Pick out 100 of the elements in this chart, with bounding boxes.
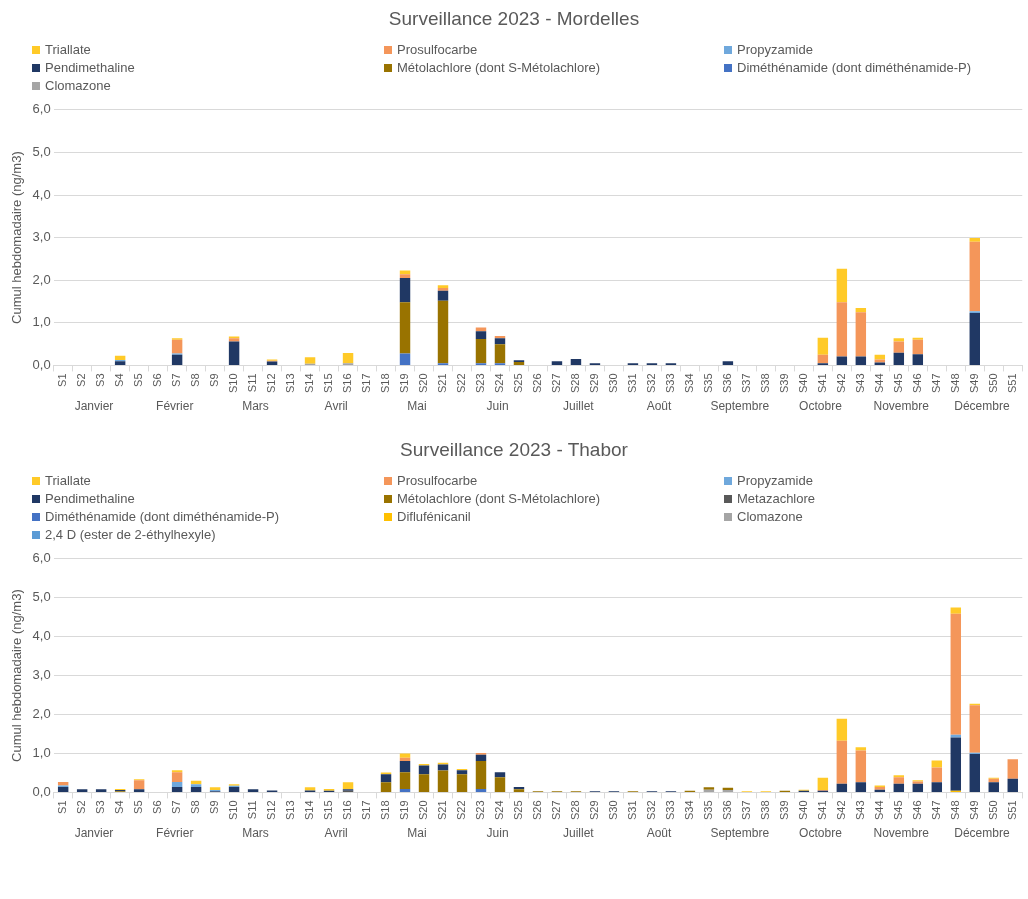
text: Janvier [74, 826, 114, 841]
x-tick-label: S18 [379, 800, 392, 821]
x-tick-label: S24 [493, 800, 506, 821]
x-tick-label: S3 [94, 373, 107, 387]
x-tick-label: S28 [568, 800, 581, 821]
x-tick-label: S25 [512, 800, 524, 821]
x-tick-label: S6 [151, 800, 164, 814]
x-tick-label: S43 [853, 373, 866, 394]
x-tick-label: S33 [663, 800, 676, 821]
legend-label: 2,4 D (ester de 2-éthylhexyle) [45, 527, 216, 542]
x-tick-label: S22 [455, 373, 468, 394]
x-tick-label: S18 [379, 373, 392, 394]
x-tick-label: S6 [151, 373, 164, 387]
text: Avril [324, 399, 348, 414]
x-tick-label: S48 [948, 800, 961, 821]
x-tick-label: S29 [587, 800, 600, 821]
x-tick-label: S44 [872, 800, 885, 821]
text: Décembre [954, 399, 1010, 414]
x-tick-label: S12 [265, 373, 278, 394]
x-tick-label: S13 [284, 373, 297, 394]
x-tick-label: S32 [644, 373, 657, 394]
y-axis-title: Cumul hebdomadaire (ng/m3) [9, 151, 25, 324]
x-tick-label: S43 [853, 800, 866, 821]
legend-label: Diméthénamide (dont diméthénamide-P) [45, 509, 280, 524]
x-tick-label: S20 [417, 373, 430, 394]
x-tick-label: S14 [303, 800, 316, 821]
x-tick-label: S12 [265, 800, 278, 821]
legend-label: Métolachlore (dont S-Métolachlore) [397, 491, 601, 506]
legend-label: Diméthénamide (dont diméthénamide-P) [737, 60, 972, 75]
text: Janvier [74, 399, 114, 414]
text: Septembre [710, 399, 770, 414]
x-tick-label: S24 [493, 373, 506, 394]
x-tick-label: S39 [777, 800, 790, 821]
legend-label: Prosulfocarbe [397, 42, 478, 57]
x-tick-label: S47 [929, 373, 942, 394]
text: Juin [486, 826, 509, 841]
chart-title: Surveillance 2023 - Mordelles [387, 7, 641, 31]
y-tick-label: 3,0 [32, 229, 51, 245]
x-tick-label: S1 [56, 373, 69, 387]
x-tick-label: S21 [436, 800, 449, 821]
y-tick-label: 4,0 [32, 628, 51, 644]
x-tick-label: S37 [739, 800, 752, 821]
x-tick-label: S7 [170, 800, 183, 814]
legend-label: Triallate [45, 473, 91, 488]
y-axis-title: Cumul hebdomadaire (ng/m3) [9, 589, 25, 762]
x-tick-label: S7 [170, 373, 183, 387]
x-tick-label: S46 [910, 800, 923, 821]
x-tick-label: S27 [549, 800, 562, 821]
x-tick-label: S49 [967, 373, 980, 394]
x-tick-label: S16 [341, 373, 354, 394]
text: Novembre [873, 826, 930, 841]
text: Février [156, 826, 194, 841]
x-tick-label: S30 [606, 373, 619, 394]
y-tick-label: 2,0 [32, 271, 51, 287]
x-tick-label: S8 [189, 800, 202, 814]
x-tick-label: S16 [341, 800, 354, 821]
y-tick-label: 1,0 [32, 314, 51, 330]
x-tick-label: S11 [246, 800, 259, 820]
x-tick-label: S30 [606, 800, 619, 821]
x-tick-label: S33 [663, 373, 676, 394]
x-tick-label: S36 [720, 800, 733, 821]
x-tick-label: S29 [587, 373, 600, 394]
legend-label: Diflufénicanil [397, 509, 471, 524]
x-tick-label: S41 [815, 800, 828, 821]
x-tick-label: S34 [682, 373, 695, 394]
y-tick-label: 0,0 [32, 784, 51, 800]
x-tick-label: S4 [113, 373, 126, 387]
x-tick-label: S44 [872, 373, 885, 394]
x-tick-label: S14 [303, 373, 316, 394]
x-tick-label: S13 [284, 800, 297, 821]
x-tick-label: S42 [834, 373, 847, 394]
text: Octobre [799, 399, 843, 414]
x-tick-label: S38 [758, 800, 771, 821]
x-tick-label: S1 [56, 800, 69, 814]
text: Juillet [562, 826, 595, 841]
legend-label: Pendimethaline [45, 60, 135, 75]
y-tick-label: 5,0 [32, 589, 51, 605]
x-tick-label: S28 [568, 373, 581, 394]
x-tick-label: S10 [227, 800, 240, 821]
text: Octobre [799, 826, 843, 841]
x-tick-label: S36 [720, 373, 733, 394]
legend-label: Clomazone [737, 509, 803, 524]
x-tick-label: S17 [360, 373, 373, 394]
x-tick-label: S11 [246, 373, 259, 393]
x-tick-label: S41 [815, 373, 828, 394]
text: Novembre [873, 399, 930, 414]
x-tick-label: S46 [910, 373, 923, 394]
x-tick-label: S22 [455, 800, 468, 821]
legend-label: Propyzamide [737, 473, 813, 488]
x-tick-label: S19 [398, 373, 411, 394]
text: Août [646, 399, 673, 414]
x-tick-label: S39 [777, 373, 790, 394]
x-tick-label: S9 [208, 373, 221, 387]
x-tick-label: S50 [986, 373, 999, 394]
x-tick-label: S35 [701, 373, 714, 394]
x-tick-label: S3 [94, 800, 107, 814]
x-tick-label: S31 [625, 800, 638, 821]
x-tick-label: S38 [758, 373, 771, 394]
x-tick-label: S2 [75, 800, 88, 814]
text: Mars [242, 826, 269, 841]
